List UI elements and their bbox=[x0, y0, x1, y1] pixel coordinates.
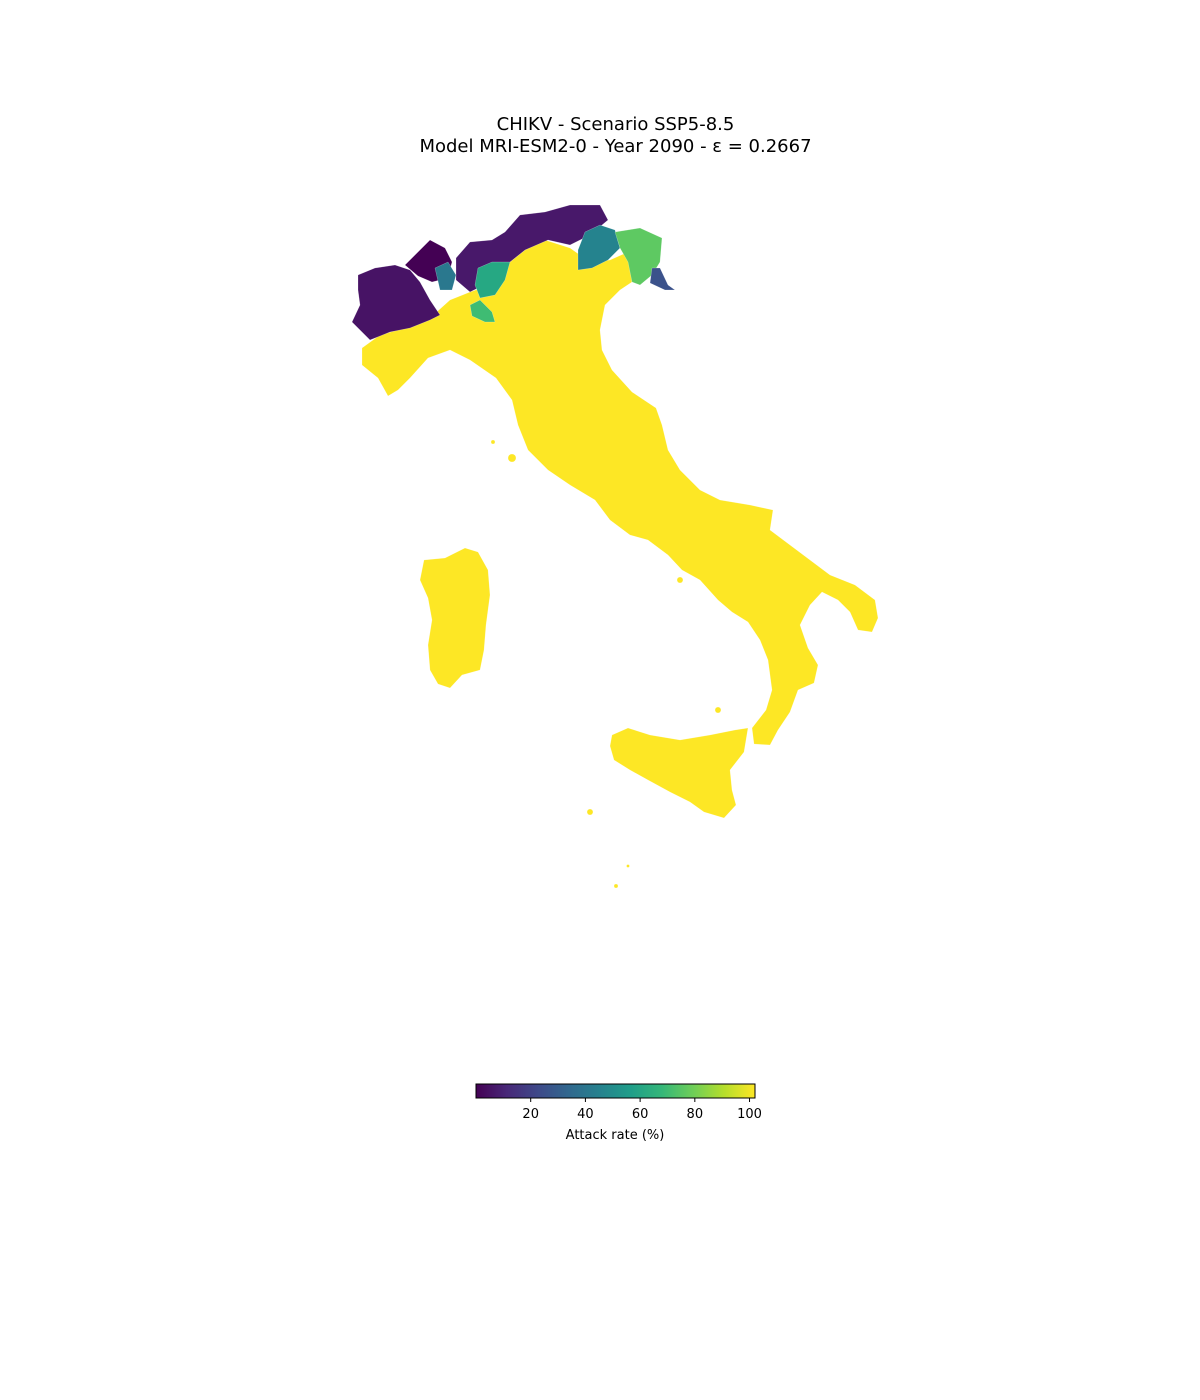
region-trieste bbox=[649, 267, 676, 291]
map-title-line-1: CHIKV - Scenario SSP5-8.5 bbox=[496, 114, 735, 135]
region-small-lombard bbox=[469, 299, 496, 323]
map-title-line-2: Model MRI-ESM2-0 - Year 2090 - ε = 0.266… bbox=[419, 136, 812, 157]
colorbar-tick-label: 80 bbox=[687, 1107, 704, 1122]
island-ischia bbox=[676, 576, 684, 584]
region-trentino-south bbox=[474, 261, 511, 299]
island-pantelleria bbox=[613, 883, 619, 889]
region-sondrio-valley bbox=[434, 261, 457, 291]
northern-alpine-regions bbox=[351, 204, 676, 341]
island-egadi bbox=[586, 808, 594, 816]
colorbar-tick-label: 40 bbox=[577, 1107, 594, 1122]
island-elba bbox=[507, 453, 517, 463]
colorbar-label: Attack rate (%) bbox=[566, 1128, 665, 1143]
island-lipari bbox=[714, 706, 722, 714]
island-lampedusa bbox=[626, 864, 630, 868]
colorbar-tick-label: 100 bbox=[737, 1107, 762, 1122]
colorbar-ticks: 20 40 60 80 100 bbox=[522, 1098, 762, 1122]
island-giglio bbox=[490, 439, 496, 445]
colorbar-tick-label: 60 bbox=[632, 1107, 649, 1122]
region-sicily bbox=[609, 727, 749, 819]
region-friuli-north bbox=[614, 227, 663, 286]
colorbar-gradient bbox=[475, 1083, 756, 1099]
colorbar-tick-label: 20 bbox=[522, 1107, 539, 1122]
mainland-italy bbox=[361, 239, 879, 889]
region-piedmont-west bbox=[351, 264, 441, 341]
region-sardinia bbox=[419, 547, 491, 689]
